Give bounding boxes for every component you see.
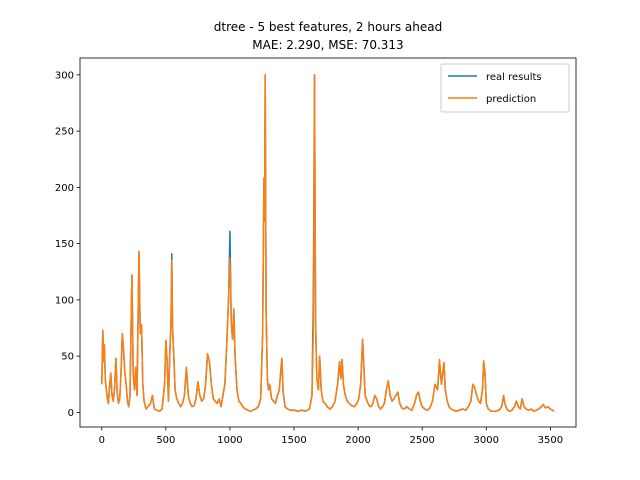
x-tick-label: 3000 [474, 435, 499, 446]
legend-label-real-results: real results [486, 72, 542, 83]
series-layer [101, 74, 555, 412]
series-line-prediction [101, 74, 555, 412]
y-tick-label: 250 [55, 127, 74, 138]
x-axis-ticks: 0 500 1000 1500 2000 2500 3000 3500 [99, 427, 563, 446]
x-tick-label: 2000 [345, 435, 370, 446]
x-tick-label: 3500 [538, 435, 563, 446]
legend: real results prediction [440, 63, 570, 113]
y-tick-label: 50 [61, 352, 74, 363]
y-tick-label: 100 [55, 295, 74, 306]
axes-frame [79, 57, 577, 428]
y-tick-label: 300 [55, 70, 74, 81]
x-tick-label: 2500 [409, 435, 434, 446]
x-tick-label: 1000 [217, 435, 242, 446]
chart-title: dtree - 5 best features, 2 hours ahead [214, 20, 442, 34]
y-tick-label: 200 [55, 183, 74, 194]
chart-subtitle: MAE: 2.290, MSE: 70.313 [252, 38, 403, 52]
y-axis-ticks: 0 50 100 150 200 250 300 [55, 70, 80, 419]
x-tick-label: 500 [156, 435, 175, 446]
plot-area [80, 58, 576, 427]
y-tick-label: 150 [55, 239, 74, 250]
legend-label-prediction: prediction [486, 94, 536, 105]
x-tick-label: 1500 [281, 435, 306, 446]
x-tick-label: 0 [99, 435, 105, 446]
y-tick-label: 0 [68, 408, 74, 419]
